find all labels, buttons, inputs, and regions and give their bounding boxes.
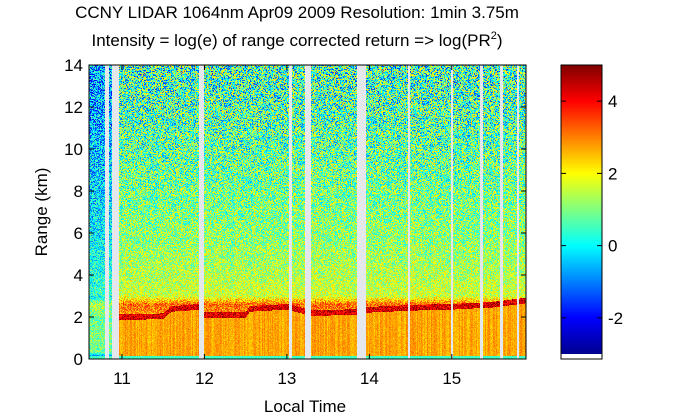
x-tick-label: 13 (277, 369, 296, 388)
y-tick-label: 6 (74, 224, 83, 243)
x-tick-label: 14 (360, 369, 379, 388)
y-tick-label: 8 (74, 182, 83, 201)
x-axis-label: Local Time (264, 397, 346, 416)
y-tick-label: 10 (64, 140, 83, 159)
colorbar: -2 0 2 4 (560, 64, 623, 360)
y-tick-label: 14 (64, 56, 83, 75)
plot-area (88, 64, 527, 360)
colorbar-tick-label: 0 (608, 237, 617, 256)
y-tick-label: 0 (74, 350, 83, 369)
chart-title: CCNY LIDAR 1064nm Apr09 2009 Resolution:… (75, 3, 519, 22)
x-tick-label: 11 (113, 369, 131, 388)
x-tick-label: 15 (442, 369, 461, 388)
y-tick-label: 4 (74, 266, 83, 285)
plot-frame (88, 64, 527, 360)
y-tick-label: 2 (74, 308, 83, 327)
colorbar-frame (560, 64, 603, 360)
colorbar-tick-label: 2 (608, 164, 617, 183)
x-axis: 11 12 13 14 15 (113, 65, 461, 388)
colorbar-tick-label: 4 (608, 92, 617, 111)
y-axis-label: Range (km) (32, 168, 51, 257)
chart-subtitle: Intensity = log(e) of range corrected re… (91, 30, 502, 50)
colorbar-tick-label: -2 (608, 309, 623, 328)
x-tick-label: 12 (195, 369, 214, 388)
y-axis: 0 2 4 6 8 10 12 14 (64, 56, 526, 369)
y-tick-label: 12 (64, 98, 83, 117)
colorbar-gradient (561, 65, 602, 354)
lidar-heatmap (89, 65, 526, 359)
